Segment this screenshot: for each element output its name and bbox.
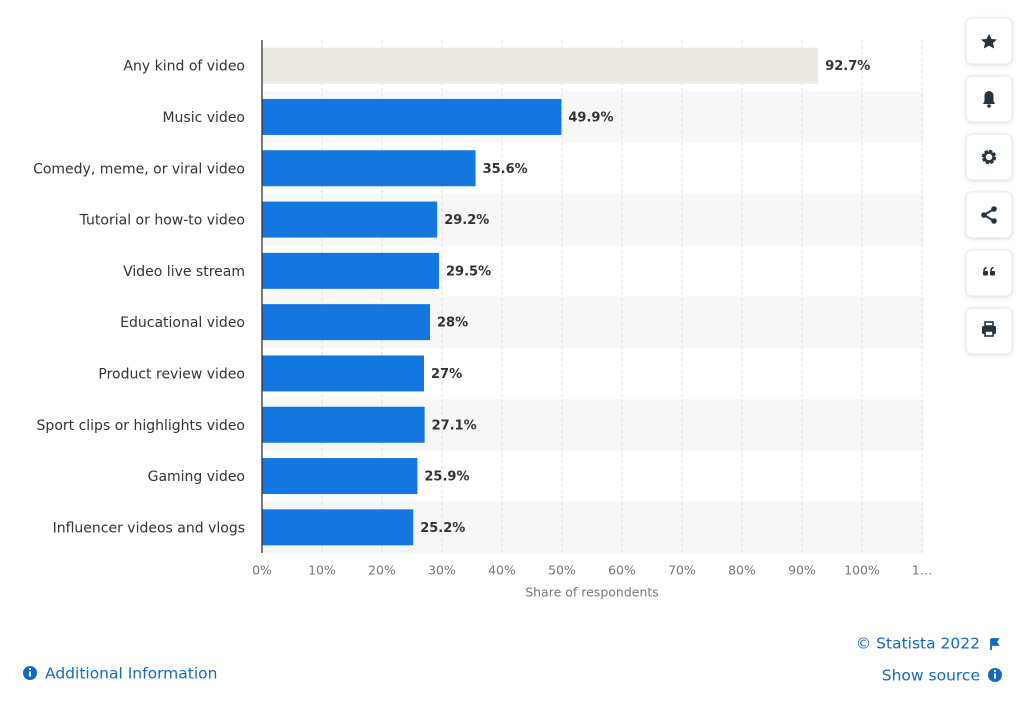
bar — [262, 150, 476, 187]
x-tick-label: 0% — [252, 563, 272, 578]
category-label: Sport clips or highlights video — [37, 418, 245, 434]
value-label: 92.7% — [825, 59, 870, 74]
cite-button[interactable] — [965, 249, 1013, 297]
bar — [262, 458, 418, 495]
settings-button[interactable] — [965, 133, 1013, 181]
bar — [262, 509, 414, 546]
value-label: 49.9% — [568, 110, 613, 125]
bar — [262, 47, 819, 84]
x-axis-label: Share of respondents — [525, 585, 659, 600]
plot-area: 0% 10% 20% 30% 40% 50% 60% 70% 80% 90% 100% 1… 92.7%… — [33, 40, 932, 578]
value-label: 28% — [437, 316, 468, 331]
x-tick-label: 90% — [788, 563, 816, 578]
share-button[interactable] — [965, 191, 1013, 239]
x-tick-label: 40% — [488, 563, 516, 578]
show-source: Show source — [882, 667, 980, 685]
category-label: Influencer videos and vlogs — [53, 520, 245, 536]
favorite-button[interactable] — [965, 17, 1013, 65]
category-label: Any kind of video — [123, 59, 245, 75]
additional-info-link[interactable]: Additional Information — [23, 665, 217, 683]
copyright-link[interactable]: © Statista 2022 — [856, 635, 1000, 653]
category-label: Music video — [162, 110, 245, 126]
value-label: 27% — [431, 367, 462, 382]
notification-button[interactable] — [965, 75, 1013, 123]
toolbar — [965, 17, 1013, 355]
additional-info: Additional Information — [45, 665, 217, 683]
bar — [262, 252, 439, 289]
category-label: Tutorial or how-to video — [79, 213, 245, 229]
category-label: Video live stream — [123, 264, 245, 280]
category-label: Gaming video — [148, 469, 245, 485]
value-label: 25.2% — [420, 521, 465, 536]
x-tick-label: 30% — [428, 563, 456, 578]
bar — [262, 355, 424, 392]
category-label: Comedy, meme, or viral video — [33, 161, 245, 177]
x-tick-label: 1… — [912, 563, 932, 578]
category-label: Product review video — [98, 366, 245, 382]
x-tick-label: 70% — [668, 563, 696, 578]
print-button[interactable] — [965, 307, 1013, 355]
category-label: Educational video — [120, 315, 245, 331]
bar — [262, 201, 438, 238]
x-tick-label: 60% — [608, 563, 636, 578]
value-label: 29.5% — [446, 264, 491, 279]
x-tick-label: 50% — [548, 563, 576, 578]
x-tick-label: 100% — [844, 563, 880, 578]
value-label: 29.2% — [444, 213, 489, 228]
value-label: 35.6% — [483, 162, 528, 177]
copyright: © Statista 2022 — [856, 635, 980, 653]
bar — [262, 304, 430, 341]
show-source-link[interactable]: Show source — [882, 667, 1002, 685]
bar — [262, 406, 425, 443]
x-tick-label: 20% — [368, 563, 396, 578]
value-label: 27.1% — [432, 418, 477, 433]
bar — [262, 98, 562, 135]
value-label: 25.9% — [424, 470, 469, 485]
x-tick-label: 10% — [308, 563, 336, 578]
x-tick-label: 80% — [728, 563, 756, 578]
